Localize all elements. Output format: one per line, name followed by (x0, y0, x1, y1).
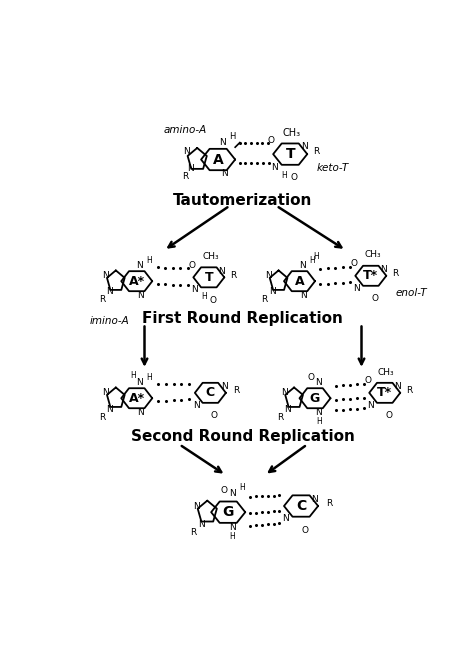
Text: O: O (308, 373, 315, 382)
Text: R: R (190, 528, 196, 537)
Text: A*: A* (128, 392, 145, 404)
Text: N: N (394, 382, 401, 391)
Text: O: O (364, 376, 371, 385)
Text: R: R (262, 295, 268, 304)
Text: O: O (301, 526, 309, 535)
Text: C: C (206, 387, 215, 399)
Text: H: H (130, 371, 136, 379)
Text: N: N (188, 164, 194, 173)
Text: N: N (137, 408, 144, 416)
Text: T: T (204, 271, 213, 284)
Text: O: O (291, 173, 298, 182)
Text: A: A (213, 152, 224, 167)
Text: H: H (316, 417, 322, 426)
Text: N: N (198, 520, 204, 529)
Text: H: H (229, 532, 235, 542)
Text: G: G (222, 505, 234, 519)
Text: N: N (299, 261, 306, 270)
Text: N: N (218, 267, 225, 275)
Text: R: R (277, 413, 283, 422)
Text: CH₃: CH₃ (283, 128, 301, 138)
Text: T*: T* (363, 269, 378, 282)
Text: N: N (271, 164, 278, 173)
Text: N: N (300, 291, 307, 299)
Text: N: N (265, 271, 272, 279)
Text: T: T (285, 147, 295, 161)
Text: Second Round Replication: Second Round Replication (131, 429, 355, 444)
Text: N: N (281, 387, 287, 397)
Text: G: G (310, 392, 320, 404)
Text: N: N (316, 408, 322, 416)
Text: H: H (281, 171, 287, 180)
Text: N: N (106, 404, 113, 414)
Text: N: N (228, 489, 236, 498)
Text: R: R (99, 295, 105, 304)
Text: N: N (219, 138, 225, 147)
Text: N: N (193, 502, 200, 510)
Text: R: R (99, 413, 105, 422)
Text: H: H (239, 483, 245, 492)
Text: N: N (354, 283, 360, 293)
Text: amino-A: amino-A (164, 125, 207, 135)
Text: N: N (137, 261, 143, 270)
Text: N: N (284, 404, 291, 414)
Text: O: O (267, 136, 274, 145)
Text: O: O (209, 296, 216, 305)
Text: H: H (146, 373, 152, 382)
Text: A*: A* (128, 275, 145, 288)
Text: imino-A: imino-A (90, 316, 129, 326)
Text: First Round Replication: First Round Replication (143, 310, 343, 326)
Text: N: N (301, 142, 308, 151)
Text: H: H (309, 256, 315, 265)
Text: A: A (295, 275, 304, 288)
Text: keto-T: keto-T (317, 163, 349, 173)
Text: CH₃: CH₃ (202, 252, 219, 261)
Text: R: R (230, 271, 237, 279)
Text: R: R (326, 499, 332, 508)
Text: N: N (137, 378, 143, 387)
Text: N: N (137, 291, 144, 299)
Text: enol-T: enol-T (395, 288, 427, 298)
Text: N: N (367, 401, 374, 410)
Text: C: C (296, 499, 306, 513)
Text: N: N (183, 148, 190, 156)
Text: CH₃: CH₃ (378, 367, 395, 377)
Text: N: N (191, 285, 198, 294)
Text: O: O (188, 261, 195, 269)
Text: H: H (146, 256, 152, 265)
Text: CH₃: CH₃ (364, 250, 381, 260)
Text: N: N (193, 401, 200, 410)
Text: O: O (371, 295, 378, 303)
Text: N: N (315, 378, 321, 387)
Text: R: R (234, 386, 240, 395)
Text: R: R (406, 386, 413, 395)
Text: H: H (229, 132, 235, 141)
Text: N: N (221, 169, 228, 178)
Text: R: R (313, 146, 319, 156)
Text: T*: T* (377, 387, 392, 399)
Text: N: N (228, 523, 236, 532)
Text: N: N (311, 495, 319, 504)
Text: N: N (106, 287, 113, 297)
Text: O: O (385, 411, 392, 420)
Text: N: N (269, 287, 276, 297)
Text: O: O (211, 411, 218, 420)
Text: O: O (350, 259, 357, 268)
Text: N: N (282, 514, 289, 523)
Text: R: R (182, 172, 188, 181)
Text: N: N (221, 382, 228, 391)
Text: H: H (314, 252, 319, 261)
Text: N: N (380, 265, 387, 274)
Text: O: O (221, 486, 228, 495)
Text: N: N (102, 387, 109, 397)
Text: Tautomerization: Tautomerization (173, 193, 313, 208)
Text: H: H (201, 292, 207, 301)
Text: N: N (102, 271, 109, 279)
Text: R: R (392, 269, 399, 278)
